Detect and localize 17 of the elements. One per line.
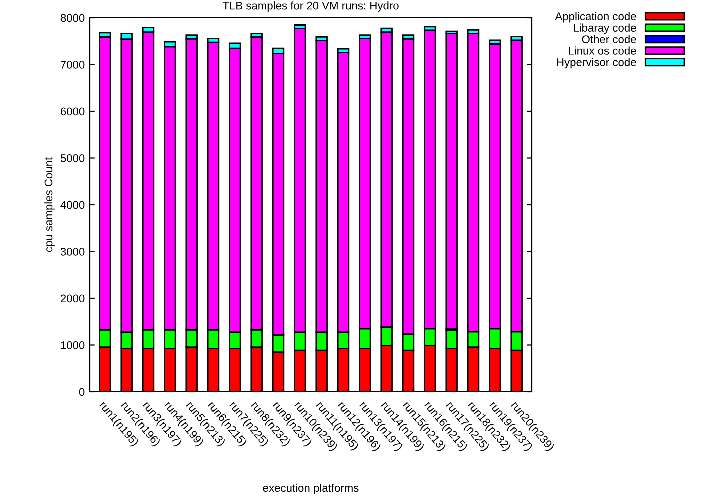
y-tick-label: 8000 (60, 14, 85, 22)
y-axis-title: cpu samples Count (44, 158, 55, 252)
y-tick-label: 0 (79, 388, 85, 396)
y-tick-label: 3000 (60, 248, 85, 256)
legend-label: Application code (555, 12, 636, 23)
chart-title: TLB samples for 20 VM runs: Hydro (222, 2, 399, 12)
y-tick-label: 4000 (60, 201, 85, 210)
y-tick-label: 5000 (60, 154, 85, 162)
y-tick-label: 6000 (60, 108, 85, 116)
legend-label: Linux os code (569, 46, 636, 55)
y-tick-label: 7000 (60, 61, 85, 69)
y-tick-label: 1000 (61, 342, 85, 350)
legend-label: Hypervisor code (557, 58, 636, 69)
y-tick-label: 2000 (60, 294, 85, 303)
x-axis-title: execution platforms (263, 484, 359, 494)
legend-label: Libaray code (574, 24, 636, 34)
legend-label: Other code (582, 35, 636, 44)
